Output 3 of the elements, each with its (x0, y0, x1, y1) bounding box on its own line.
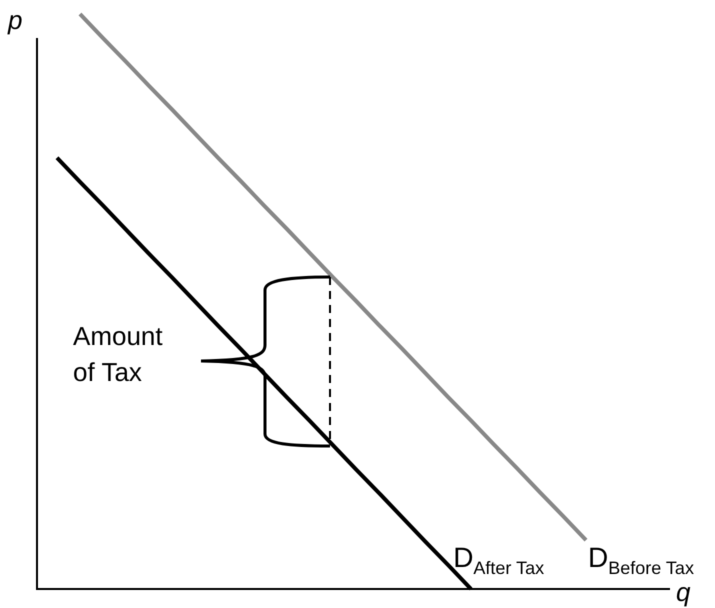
x-axis-title: q (676, 576, 690, 608)
y-axis-title: p (8, 4, 22, 37)
annotation: Amount of Tax (73, 320, 164, 389)
